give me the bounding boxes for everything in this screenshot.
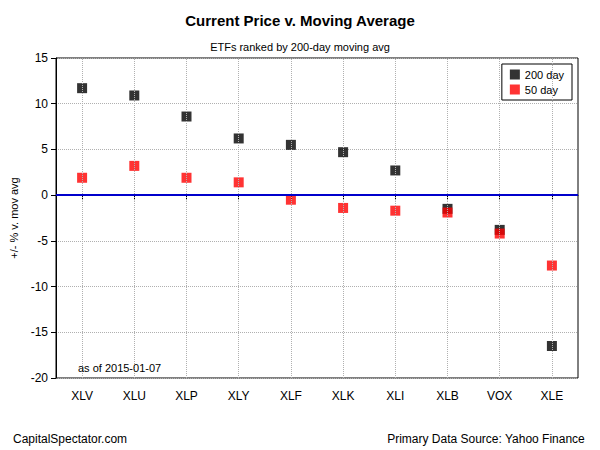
svg-text:50 day: 50 day: [525, 84, 559, 96]
svg-text:10: 10: [35, 97, 49, 111]
svg-text:XLI: XLI: [386, 389, 404, 403]
svg-text:200 day: 200 day: [525, 69, 565, 81]
svg-text:0: 0: [41, 188, 48, 202]
svg-text:Primary Data Source: Yahoo Fin: Primary Data Source: Yahoo Finance: [387, 432, 585, 446]
svg-text:XLP: XLP: [175, 389, 198, 403]
svg-text:XLV: XLV: [71, 389, 93, 403]
svg-text:XLB: XLB: [436, 389, 459, 403]
svg-text:XLF: XLF: [280, 389, 302, 403]
svg-text:XLY: XLY: [228, 389, 250, 403]
svg-text:15: 15: [35, 51, 49, 65]
svg-text:VOX: VOX: [487, 389, 512, 403]
svg-text:-15: -15: [31, 325, 49, 339]
svg-text:ETFs ranked by 200-day moving: ETFs ranked by 200-day moving avg: [210, 41, 390, 53]
svg-text:Current Price v. Moving Averag: Current Price v. Moving Average: [185, 12, 415, 29]
svg-text:XLE: XLE: [541, 389, 564, 403]
svg-text:XLK: XLK: [332, 389, 355, 403]
svg-text:-20: -20: [31, 371, 49, 385]
svg-text:+/- % v. mov avg: +/- % v. mov avg: [8, 177, 20, 258]
svg-text:5: 5: [41, 142, 48, 156]
svg-text:XLU: XLU: [123, 389, 146, 403]
svg-text:-10: -10: [31, 280, 49, 294]
svg-text:-5: -5: [37, 234, 48, 248]
svg-text:as of 2015-01-07: as of 2015-01-07: [78, 362, 161, 374]
svg-text:CapitalSpectator.com: CapitalSpectator.com: [13, 432, 127, 446]
